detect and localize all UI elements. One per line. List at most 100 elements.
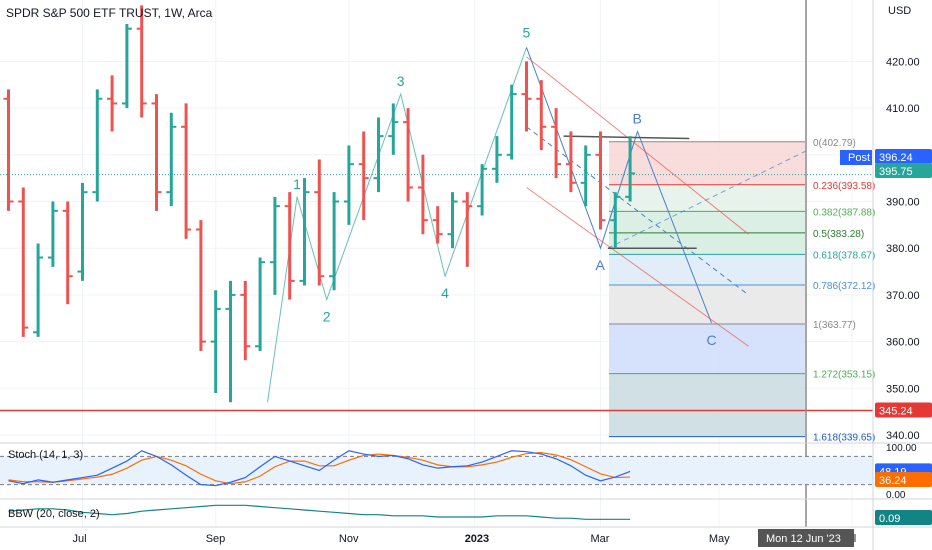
ohlc-bar xyxy=(314,159,325,286)
fib-zone xyxy=(609,184,805,212)
abc-label-C: C xyxy=(707,332,717,348)
ohlc-bar xyxy=(417,154,428,235)
stoch-tick: 0.00 xyxy=(886,490,906,501)
ohlc-bar xyxy=(33,243,44,337)
time-tick: May xyxy=(709,533,730,545)
ohlc-bar xyxy=(432,206,443,244)
ohlc-bar xyxy=(462,192,473,267)
channel-line xyxy=(526,187,749,347)
ohlc-bar xyxy=(388,103,399,155)
ohlc-bar xyxy=(447,192,458,249)
time-tick: Nov xyxy=(339,533,359,545)
level-price-badge: 345.24 xyxy=(875,402,932,418)
crosshair-time-badge: Mon 12 Jun '23 xyxy=(758,529,854,547)
svg-text:Mon 12 Jun '23: Mon 12 Jun '23 xyxy=(766,533,841,545)
ohlc-bar xyxy=(373,117,384,193)
post-badge: Post xyxy=(840,150,872,165)
fib-retracement[interactable]: 0(402.79) 0.236(393.58) 0.382(387.88) 0.5(3… xyxy=(609,138,875,444)
ohlc-bar xyxy=(565,131,576,193)
trend-drawings[interactable] xyxy=(0,0,873,527)
wave-label-4: 4 xyxy=(441,285,449,301)
ohlc-bar xyxy=(151,94,162,211)
fib-zone xyxy=(609,141,805,185)
ohlc-bar xyxy=(195,220,206,351)
svg-text:345.24: 345.24 xyxy=(879,406,913,418)
ohlc-bar xyxy=(358,131,369,221)
ohlc-bar xyxy=(343,145,354,225)
price-tick: 370.00 xyxy=(886,290,920,302)
price-tick: 380.00 xyxy=(886,243,920,255)
price-tick: 410.00 xyxy=(886,103,920,115)
chart-title: SPDR S&P 500 ETF TRUST, 1W, Arca xyxy=(6,6,213,20)
svg-text:0.09: 0.09 xyxy=(879,513,900,525)
time-tick: Sep xyxy=(206,533,226,545)
price-tick: 340.00 xyxy=(886,430,920,442)
price-tick: 420.00 xyxy=(886,56,920,68)
axes: USD420.00410.00400.00390.00380.00370.003… xyxy=(73,0,932,550)
dashed-channel-line xyxy=(526,126,749,296)
ohlc-bar xyxy=(625,136,636,202)
ohlc-bar xyxy=(18,187,29,337)
wave-label-2: 2 xyxy=(323,309,331,325)
ohlc-bar xyxy=(121,24,132,109)
ohlc-bar xyxy=(92,89,103,202)
dashed-channel-line xyxy=(607,149,808,249)
ohlc-bar xyxy=(610,192,621,249)
fib-label: 0.618(378.67) xyxy=(813,250,875,261)
time-tick: 2023 xyxy=(465,533,489,545)
grid-lines xyxy=(0,0,873,527)
fib-zone xyxy=(609,373,805,437)
fib-label: 1.618(339.65) xyxy=(813,433,875,444)
fib-label: 0.382(387.88) xyxy=(813,207,875,218)
time-tick: Mar xyxy=(591,533,610,545)
ohlc-bar xyxy=(181,103,192,239)
stoch-label[interactable]: Stoch (14, 1, 3) xyxy=(8,449,84,461)
ohlc-bar xyxy=(506,84,517,160)
price-tick: 350.00 xyxy=(886,383,920,395)
wave-label-5: 5 xyxy=(523,24,531,40)
svg-text:36.24: 36.24 xyxy=(879,475,907,487)
post-price-badge: 396.24 xyxy=(875,149,932,164)
ohlc-bar xyxy=(77,182,88,281)
wave-label-1: 1 xyxy=(293,176,301,192)
ohlc-bar xyxy=(491,136,502,183)
bbw-label[interactable]: BBW (20, close, 2) xyxy=(8,508,100,520)
bbw-line xyxy=(8,504,631,520)
abc-label-A: A xyxy=(596,257,606,273)
fib-zone xyxy=(609,284,805,324)
currency-label: USD xyxy=(888,5,911,17)
stoch-band xyxy=(0,456,873,485)
price-tick: 390.00 xyxy=(886,197,920,209)
abc-label-B: B xyxy=(633,110,642,126)
ohlc-bar xyxy=(580,145,591,207)
svg-text:Post: Post xyxy=(848,152,870,164)
stoch-d-badge: 36.24 xyxy=(875,471,932,487)
stoch-d-line xyxy=(8,452,631,485)
ohlc-bar xyxy=(477,164,488,216)
fib-label: 1.272(353.15) xyxy=(813,370,875,381)
level-b-line xyxy=(563,135,690,140)
channel-line xyxy=(526,56,749,235)
ohlc-bar xyxy=(47,201,58,267)
ohlc-bar xyxy=(255,257,266,351)
ohlc-bar xyxy=(536,80,547,151)
ohlc-bar xyxy=(240,280,251,361)
ohlc-bar xyxy=(269,196,280,295)
svg-text:396.24: 396.24 xyxy=(879,152,913,164)
fib-label: 0.5(383.28) xyxy=(813,229,864,240)
ohlc-bar xyxy=(403,108,414,202)
fib-label: 0.786(372.12) xyxy=(813,281,875,292)
ohlc-bar xyxy=(62,201,73,305)
last-price-badge: 395.75 xyxy=(875,163,932,178)
fib-zone xyxy=(609,323,805,374)
indicator-panes xyxy=(0,442,932,528)
ohlc-bar xyxy=(299,178,310,286)
ohlc-bar xyxy=(107,75,118,132)
fib-label: 0(402.79) xyxy=(813,138,856,149)
ohlc-bar xyxy=(210,290,221,393)
svg-text:395.75: 395.75 xyxy=(879,166,913,178)
fib-label: 1(363.77) xyxy=(813,320,856,331)
ohlc-bar xyxy=(166,112,177,207)
fib-label: 0.236(393.58) xyxy=(813,181,875,192)
